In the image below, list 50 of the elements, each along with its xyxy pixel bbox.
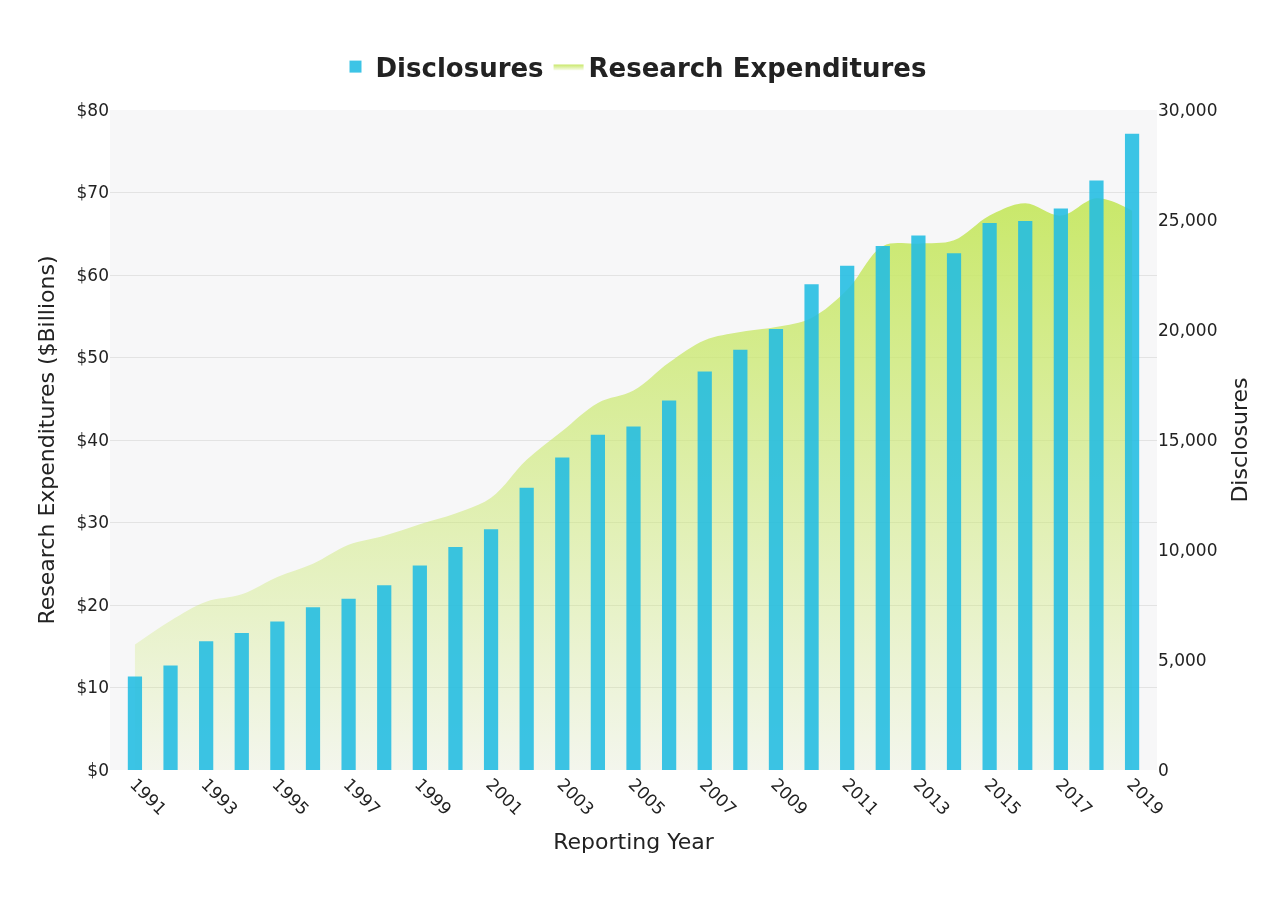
bar	[697, 371, 712, 770]
y2-tick-label: 0	[1158, 759, 1169, 780]
bar	[127, 676, 143, 770]
bar	[661, 400, 677, 770]
y-tick-label: $40	[76, 429, 109, 450]
bar	[911, 235, 926, 770]
bar	[590, 434, 606, 770]
bar	[1018, 221, 1033, 770]
bar	[305, 607, 321, 770]
bar	[483, 529, 499, 770]
legend-label: Research Expenditures	[588, 52, 927, 83]
bar	[1053, 208, 1068, 770]
bar	[270, 621, 285, 770]
bar	[626, 426, 641, 770]
bar	[234, 632, 249, 770]
y-tick-label: $50	[76, 347, 109, 368]
bar	[412, 565, 427, 770]
bar	[199, 641, 214, 770]
y-tick-label: $0	[87, 759, 109, 780]
bar	[875, 245, 890, 770]
y2-tick-label: 30,000	[1158, 99, 1218, 120]
y2-tick-label: 10,000	[1158, 539, 1218, 560]
bar	[1089, 180, 1104, 770]
y-tick-label: $10	[76, 677, 109, 698]
y-tick-label: $30	[76, 512, 109, 533]
y-axis-title: Research Expenditures ($Billions)	[34, 255, 60, 625]
bar	[448, 546, 463, 770]
x-axis-title: Reporting Year	[553, 828, 715, 854]
bar	[341, 598, 356, 770]
y2-tick-label: 25,000	[1158, 209, 1218, 230]
y2-tick-label: 20,000	[1158, 319, 1218, 340]
bar	[163, 665, 178, 770]
bar	[982, 223, 997, 770]
y-tick-label: $80	[76, 99, 109, 120]
y2-axis-title: Disclosures	[1227, 377, 1253, 503]
bar	[840, 265, 855, 770]
bar	[733, 349, 748, 770]
bar	[555, 457, 570, 770]
bar	[377, 585, 392, 770]
bar	[768, 328, 784, 770]
y2-tick-label: 15,000	[1158, 429, 1218, 450]
bar	[1124, 133, 1140, 770]
bar	[519, 487, 534, 770]
bar	[946, 253, 962, 770]
y2-tick-label: 5,000	[1158, 649, 1207, 670]
legend-label: Disclosures	[375, 52, 544, 83]
y-tick-label: $60	[76, 264, 109, 285]
bar	[804, 284, 819, 770]
y-tick-label: $20	[76, 594, 109, 615]
y-tick-label: $70	[76, 182, 109, 203]
